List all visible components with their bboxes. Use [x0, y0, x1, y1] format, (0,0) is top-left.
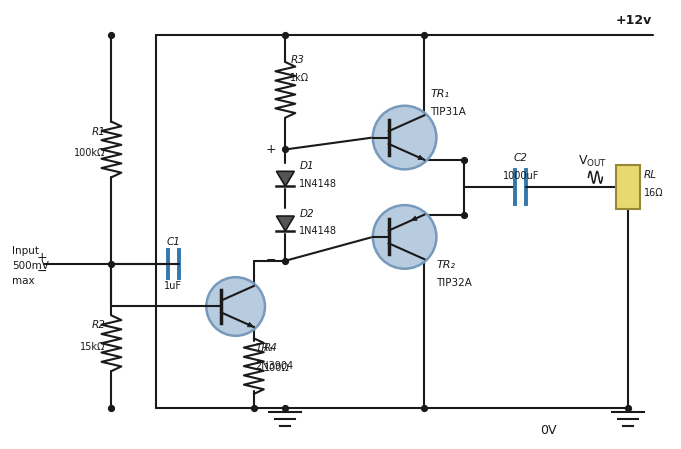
Text: TR₁: TR₁: [430, 89, 449, 99]
Text: D2: D2: [299, 209, 314, 219]
Text: 15kΩ: 15kΩ: [80, 342, 106, 352]
Text: TIP31A: TIP31A: [430, 107, 466, 117]
Text: RL: RL: [644, 170, 657, 180]
Text: −: −: [37, 265, 47, 278]
Text: 0V: 0V: [541, 424, 557, 437]
Text: max: max: [12, 276, 35, 286]
Text: 1kΩ: 1kΩ: [290, 73, 309, 83]
Text: 100Ω: 100Ω: [264, 363, 289, 373]
Text: C2: C2: [514, 154, 528, 163]
Text: 500mV: 500mV: [12, 261, 49, 271]
Text: 1000uF: 1000uF: [503, 171, 539, 181]
Text: TR₂: TR₂: [437, 260, 456, 270]
Text: C1: C1: [166, 237, 180, 247]
Text: 16Ω: 16Ω: [644, 188, 664, 198]
Text: R1: R1: [91, 127, 106, 136]
Text: R3: R3: [290, 55, 304, 65]
Polygon shape: [276, 172, 294, 186]
Text: 1uF: 1uF: [164, 281, 182, 291]
Text: +: +: [37, 251, 47, 264]
Text: −: −: [266, 254, 276, 267]
Text: 100kΩ: 100kΩ: [74, 149, 106, 158]
Text: R4: R4: [264, 343, 278, 353]
Circle shape: [373, 205, 437, 269]
Text: TR₃: TR₃: [255, 343, 273, 353]
FancyBboxPatch shape: [616, 165, 640, 209]
Text: V$_{\mathsf{OUT}}$: V$_{\mathsf{OUT}}$: [577, 154, 607, 169]
Text: +12v: +12v: [616, 14, 652, 27]
Text: 2N3904: 2N3904: [255, 361, 294, 371]
Text: +: +: [266, 143, 276, 156]
Polygon shape: [247, 322, 254, 327]
Text: TIP32A: TIP32A: [437, 277, 473, 288]
Circle shape: [373, 106, 437, 169]
Text: Input: Input: [12, 246, 39, 256]
Text: 1N4148: 1N4148: [299, 226, 337, 236]
Polygon shape: [411, 216, 417, 221]
Polygon shape: [418, 155, 424, 160]
Circle shape: [206, 277, 265, 336]
Text: D1: D1: [299, 161, 314, 172]
Text: 1N4148: 1N4148: [299, 179, 337, 189]
Text: R2: R2: [91, 321, 106, 330]
Polygon shape: [276, 216, 294, 231]
